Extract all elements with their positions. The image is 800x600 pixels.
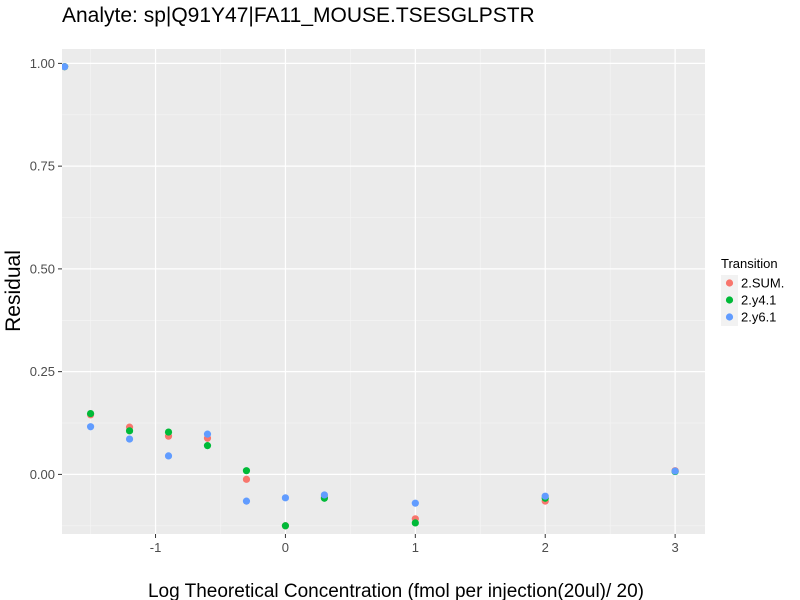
x-tick-label: -1	[150, 540, 162, 555]
legend-marker	[725, 279, 734, 287]
data-points	[62, 63, 679, 530]
data-point	[411, 519, 419, 527]
data-point	[671, 467, 679, 475]
chart-title: Analyte: sp|Q91Y47|FA11_MOUSE.TSESGLPSTR	[62, 4, 535, 27]
y-tick-label: 0.00	[30, 467, 55, 482]
legend: Transition 2.SUM. 2.y4.1 2.y6.1	[721, 256, 784, 326]
data-point	[242, 467, 251, 475]
data-point	[541, 492, 549, 500]
y-axis-ticks: 0.00 0.25 0.50 0.75 1.00	[30, 56, 62, 482]
y-tick-label: 0.50	[30, 261, 55, 276]
data-point	[411, 499, 419, 507]
data-point	[62, 63, 69, 71]
data-point	[203, 442, 212, 450]
x-tick-label: 0	[282, 540, 289, 555]
y-axis-title: Residual	[2, 250, 25, 332]
legend-label: 2.y4.1	[741, 293, 776, 308]
data-point	[125, 427, 134, 435]
major-gridlines	[62, 49, 705, 534]
y-tick-label: 0.25	[30, 364, 55, 379]
data-point	[281, 522, 290, 530]
legend-label: 2.SUM.	[741, 276, 784, 291]
data-point	[125, 435, 134, 443]
legend-label: 2.y6.1	[741, 310, 776, 325]
data-point	[86, 423, 95, 431]
data-point	[203, 430, 212, 438]
plot-panel	[62, 49, 705, 534]
data-point	[320, 491, 328, 499]
legend-title: Transition	[721, 256, 778, 271]
minor-gridlines	[62, 49, 705, 534]
data-point	[86, 409, 95, 418]
x-tick-label: 1	[412, 540, 419, 555]
data-point	[164, 452, 173, 460]
legend-marker	[725, 296, 734, 304]
x-axis-title: Log Theoretical Concentration (fmol per …	[148, 581, 644, 600]
data-point	[164, 428, 173, 436]
x-axis-ticks: -1 0 1 2 3	[150, 534, 679, 555]
x-tick-label: 2	[542, 540, 549, 555]
data-point	[242, 497, 251, 505]
y-tick-label: 1.00	[30, 56, 55, 71]
legend-marker	[725, 313, 734, 321]
x-tick-label: 3	[672, 540, 679, 555]
data-point	[242, 475, 251, 483]
data-point	[281, 494, 290, 502]
y-tick-label: 0.75	[30, 159, 55, 174]
